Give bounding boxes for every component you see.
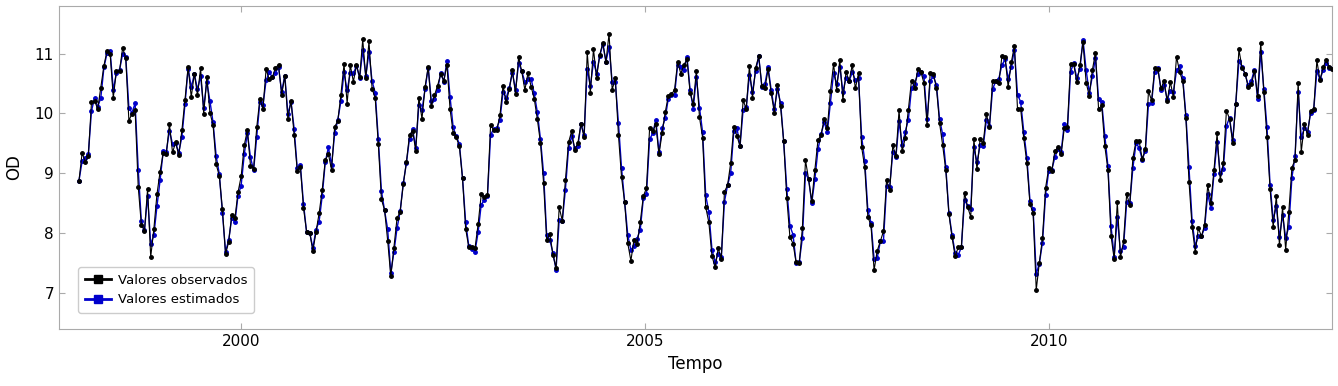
Valores observados	[130, 185, 146, 190]
Valores estimados	[130, 168, 146, 172]
Valores estimados	[71, 178, 87, 183]
Legend: Valores observados, Valores estimados: Valores observados, Valores estimados	[78, 267, 254, 313]
Valores observados	[329, 119, 345, 124]
Line: Valores observados: Valores observados	[78, 32, 1334, 292]
X-axis label: Tempo: Tempo	[669, 355, 723, 373]
Line: Valores estimados: Valores estimados	[78, 38, 1334, 276]
Valores observados	[1028, 288, 1044, 292]
Valores observados	[624, 259, 640, 263]
Valores estimados	[1028, 272, 1044, 276]
Valores estimados	[470, 230, 486, 235]
Valores observados	[71, 178, 87, 183]
Y-axis label: OD: OD	[5, 154, 24, 180]
Valores estimados	[619, 233, 636, 237]
Valores observados	[470, 222, 486, 227]
Valores observados	[1074, 40, 1090, 45]
Valores observados	[1325, 66, 1338, 71]
Valores estimados	[1325, 66, 1338, 70]
Valores estimados	[502, 86, 518, 90]
Valores estimados	[1072, 67, 1088, 72]
Valores estimados	[329, 118, 345, 122]
Valores observados	[601, 31, 617, 36]
Valores observados	[502, 87, 518, 91]
Valores estimados	[1074, 37, 1090, 42]
